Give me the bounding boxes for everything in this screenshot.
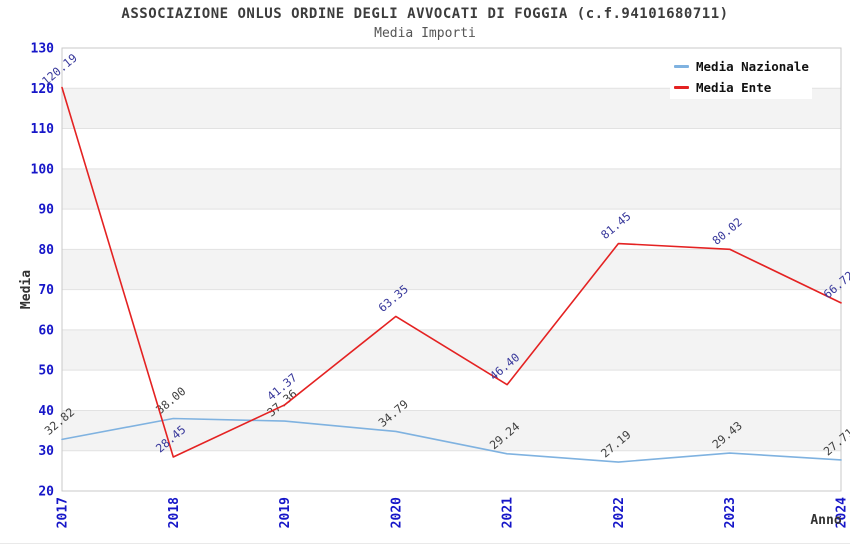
legend-label: Media Nazionale: [696, 58, 809, 74]
grid-band: [62, 410, 841, 451]
x-tick-label: 2020: [389, 497, 404, 528]
y-axis-title: Media: [19, 270, 34, 309]
series-line-media-ente: [61, 86, 842, 458]
y-tick-label: 120: [31, 82, 55, 97]
grid-band: [62, 168, 841, 210]
legend-label: Media Ente: [696, 79, 772, 95]
x-axis-title: Anno: [810, 513, 841, 528]
y-tick-label: 60: [38, 323, 54, 338]
x-tick-label: 2021: [501, 497, 516, 528]
y-tick-label: 40: [38, 404, 54, 419]
x-tick-label: 2019: [278, 497, 293, 528]
data-label: 80.02: [709, 215, 745, 248]
data-label: 81.45: [598, 209, 634, 242]
x-tick-label: 2017: [56, 497, 71, 528]
y-tick-label: 80: [38, 243, 54, 258]
media-nazionale-line-swatch-icon: [674, 64, 689, 68]
legend-item-media-nazionale: Media Nazionale: [670, 57, 812, 75]
y-tick-label: 20: [38, 485, 54, 500]
y-tick-label: 70: [38, 283, 54, 298]
y-tick-label: 90: [38, 203, 54, 218]
legend: Media Nazionale Media Ente: [670, 54, 812, 99]
y-tick-label: 100: [31, 162, 55, 177]
grid-band: [62, 249, 841, 290]
x-tick-label: 2023: [723, 497, 738, 528]
frame-bottom-divider: [0, 543, 850, 544]
chart-title: ASSOCIAZIONE ONLUS ORDINE DEGLI AVVOCATI…: [121, 6, 729, 22]
x-tick-label: 2024: [835, 497, 850, 528]
legend-item-media-ente: Media Ente: [670, 78, 812, 96]
y-tick-label: 30: [38, 444, 54, 459]
y-tick-label: 50: [38, 364, 54, 379]
series-line-media-nazionale: [61, 417, 842, 463]
y-tick-label: 130: [31, 42, 55, 57]
x-tick-label: 2022: [612, 497, 627, 528]
x-tick-label: 2018: [167, 497, 182, 528]
chart-subtitle: Media Importi: [374, 26, 476, 41]
plot-border: [61, 47, 842, 492]
media-ente-line-swatch-icon: [674, 85, 689, 89]
y-tick-label: 110: [31, 122, 55, 137]
